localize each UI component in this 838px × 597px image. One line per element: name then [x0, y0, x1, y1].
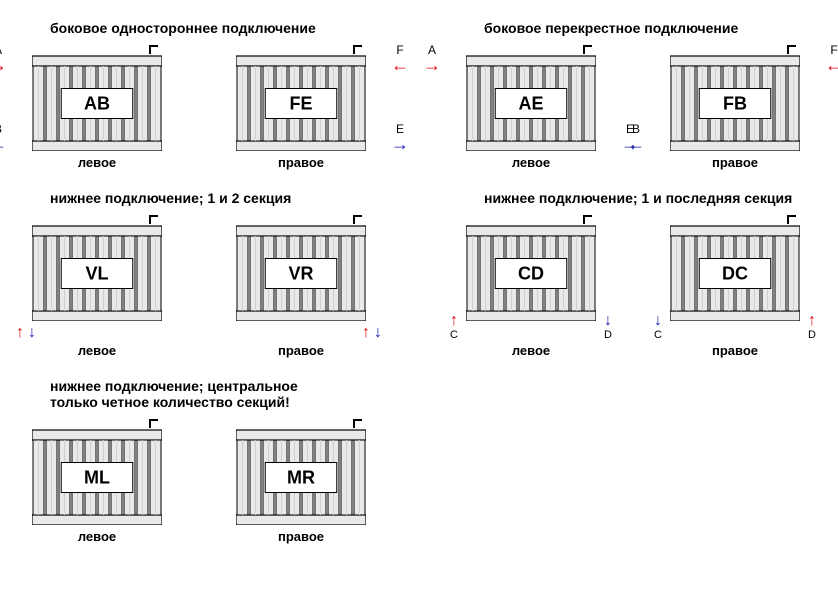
radiator-pair: VL ↑ ↓ левое VR [10, 214, 394, 358]
flow-arrow-down: ↓ [28, 325, 36, 341]
svg-text:FE: FE [289, 94, 312, 114]
svg-text:DC: DC [722, 264, 748, 284]
radiator-row: CD ↑ C ↓ D [444, 214, 618, 321]
radiator-pair: ML левое MR правое [10, 418, 394, 544]
flow-arrow-up: ↑ [362, 325, 370, 341]
flow-arrow-C: ↑ C [450, 313, 458, 341]
bottom-flow-marks: ↑ C ↓ D [450, 313, 612, 341]
radiator-pair: CD ↑ C ↓ D левое DC [444, 214, 828, 358]
flow-arrow-down: ↓ [374, 325, 382, 341]
svg-text:AB: AB [84, 94, 110, 114]
connection-block: нижнее подключение; 1 и последняя секция… [444, 190, 828, 358]
connection-block: нижнее подключение; центральноетолько че… [10, 378, 394, 544]
radiator-caption: правое [712, 343, 758, 358]
radiator-unit: A → B ← AB левое [10, 44, 184, 170]
flow-arrow-up: ↑ [16, 325, 24, 341]
block-title: нижнее подключение; 1 и последняя секция [444, 190, 828, 206]
connection-block: боковое перекрестное подключение A → AE … [444, 20, 828, 170]
flow-arrow-B: B ← [0, 123, 7, 151]
bottom-flow-marks: ↑ ↓ [362, 325, 382, 341]
svg-text:AE: AE [518, 94, 543, 114]
radiator-caption: левое [78, 529, 116, 544]
svg-text:CD: CD [518, 264, 544, 284]
radiator-unit: VR ↑ ↓ правое [214, 214, 388, 358]
flow-arrow-E: E → [391, 123, 409, 151]
svg-text:FB: FB [723, 94, 747, 114]
radiator-caption: левое [512, 155, 550, 170]
connection-block: нижнее подключение; 1 и 2 секция VL ↑ ↓ [10, 190, 394, 358]
radiator-row: DC ↓ C ↑ D [648, 214, 822, 321]
svg-text:ML: ML [84, 468, 110, 488]
svg-text:VR: VR [288, 264, 313, 284]
radiator-unit: MR правое [214, 418, 388, 544]
radiator-row: VL ↑ ↓ [10, 214, 184, 321]
radiator-unit: DC ↓ C ↑ D правое [648, 214, 822, 358]
svg-text:MR: MR [287, 468, 315, 488]
radiator-unit: ML левое [10, 418, 184, 544]
radiator-unit: VL ↑ ↓ левое [10, 214, 184, 358]
svg-text:VL: VL [85, 264, 108, 284]
radiator-caption: правое [278, 529, 324, 544]
radiator-row: ML [10, 418, 184, 525]
radiator-caption: левое [78, 343, 116, 358]
radiator-row: B ← FB F ← [648, 44, 822, 151]
radiator-unit: A → AE E → левое [444, 44, 618, 170]
flow-arrow-C: ↓ C [654, 313, 662, 341]
radiator-row: MR [214, 418, 388, 525]
radiator-caption: правое [712, 155, 758, 170]
block-title: боковое одностороннее подключение [10, 20, 394, 36]
radiator-pair: A → AE E → левое [444, 44, 828, 170]
radiator-caption: правое [278, 155, 324, 170]
radiator-unit: B ← FB F ← правое [648, 44, 822, 170]
radiator-row: A → B ← AB [10, 44, 184, 151]
block-title: нижнее подключение; центральноетолько че… [10, 378, 394, 410]
radiator-caption: левое [512, 343, 550, 358]
radiator-row: VR ↑ ↓ [214, 214, 388, 321]
radiator-row: FE F ← E → [214, 44, 388, 151]
radiator-unit: CD ↑ C ↓ D левое [444, 214, 618, 358]
bottom-flow-marks: ↑ ↓ [16, 325, 36, 341]
block-title: боковое перекрестное подключение [444, 20, 828, 36]
flow-arrow-D: ↑ D [808, 313, 816, 341]
bottom-flow-marks: ↓ C ↑ D [654, 313, 816, 341]
radiator-caption: правое [278, 343, 324, 358]
flow-arrow-B: B ← [627, 123, 645, 151]
radiator-caption: левое [78, 155, 116, 170]
radiator-row: A → AE E → [444, 44, 618, 151]
radiator-pair: A → B ← AB левое [10, 44, 394, 170]
connection-block: боковое одностороннее подключение A → B … [10, 20, 394, 170]
radiator-unit: FE F ← E → правое [214, 44, 388, 170]
flow-arrow-D: ↓ D [604, 313, 612, 341]
block-title: нижнее подключение; 1 и 2 секция [10, 190, 394, 206]
